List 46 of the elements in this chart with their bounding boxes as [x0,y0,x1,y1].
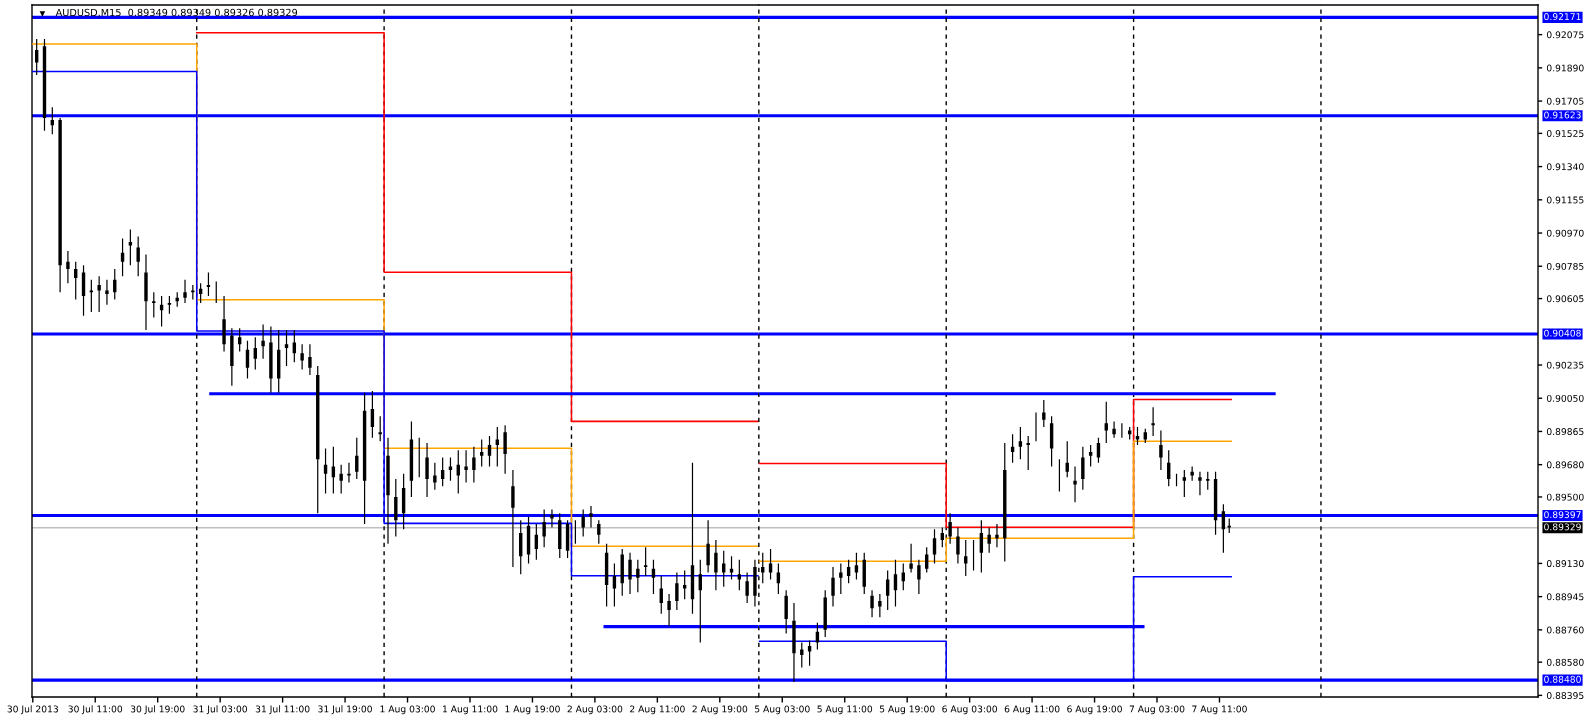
y-tick-label: 0.91705 [1546,97,1584,105]
chart-title: AUDUSD,M15 0.89349 0.89349 0.89326 0.89329 [55,8,298,18]
y-tick-label: 0.90050 [1546,394,1584,402]
x-tick-label: 2 Aug 11:00 [630,705,685,715]
ref-line-label: 0.89397 [1544,511,1581,519]
x-tick-label: 1 Aug 19:00 [505,705,560,715]
ref-line-label: 0.91623 [1544,111,1581,119]
x-tick-label: 6 Aug 19:00 [1067,705,1122,715]
y-tick-label: 0.90970 [1546,229,1584,237]
x-tick-label: 2 Aug 19:00 [692,705,748,715]
y-tick-label: 0.91525 [1546,130,1584,137]
x-tick-label: 6 Aug 11:00 [1004,705,1060,715]
y-tick-label: 0.88395 [1546,692,1584,699]
x-tick-label: 5 Aug 19:00 [879,705,935,715]
y-tick-label: 0.89865 [1546,428,1584,436]
y-tick-label: 0.90785 [1546,262,1584,270]
y-tick-label: 0.88580 [1546,658,1584,666]
x-tick-label: 1 Aug 11:00 [443,705,498,715]
x-tick-label: 31 Jul 19:00 [318,705,372,715]
y-tick-label: 0.92075 [1546,31,1584,39]
x-tick-label: 7 Aug 11:00 [1192,705,1247,715]
x-tick-label: 5 Aug 03:00 [754,705,810,715]
x-tick-label: 31 Jul 11:00 [255,705,310,715]
y-tick-label: 0.90235 [1546,361,1584,369]
ref-line-label: 0.88480 [1544,675,1581,683]
y-tick-label: 0.88945 [1546,593,1584,601]
ref-line-label: 0.92171 [1544,13,1581,21]
x-tick-label: 30 Jul 19:00 [130,705,185,715]
y-tick-label: 0.91340 [1546,163,1584,171]
x-tick-label: 31 Jul 03:00 [193,705,248,715]
y-tick-label: 0.89130 [1546,560,1584,568]
y-tick-label: 0.90605 [1546,295,1584,303]
x-tick-label: 2 Aug 03:00 [567,705,623,715]
x-tick-label: 30 Jul 2013 [7,705,58,715]
ref-line-label: 0.89329 [1544,523,1581,531]
y-tick-label: 0.88760 [1546,626,1584,634]
x-tick-label: 30 Jul 11:00 [68,705,123,715]
y-tick-label: 0.89680 [1546,461,1584,469]
x-tick-label: 1 Aug 03:00 [380,705,435,715]
y-tick-label: 0.91890 [1546,64,1584,72]
x-tick-label: 7 Aug 03:00 [1129,705,1185,715]
y-tick-label: 0.89500 [1546,493,1584,501]
x-tick-label: 5 Aug 11:00 [817,705,873,715]
y-tick-label: 0.91155 [1546,196,1584,204]
x-tick-label: 6 Aug 03:00 [942,705,998,715]
ref-line-label: 0.90408 [1544,329,1581,337]
